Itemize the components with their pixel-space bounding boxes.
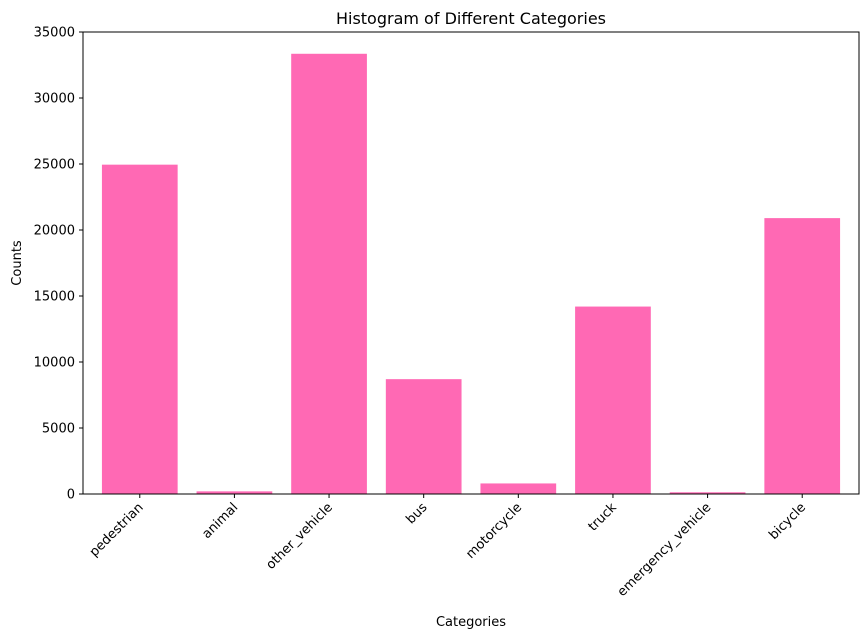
- y-tick-label: 25000: [34, 158, 75, 173]
- x-tick-label: bus: [403, 500, 430, 527]
- bar-bus: [385, 379, 462, 494]
- x-tick-label: truck: [586, 500, 621, 535]
- y-tick-label: 15000: [34, 290, 75, 305]
- bars-group: [101, 53, 841, 494]
- x-tick-label: animal: [199, 500, 241, 542]
- y-axis-title: Counts: [10, 240, 25, 286]
- y-tick-label: 10000: [34, 356, 75, 371]
- x-tick-label: motorcycle: [463, 500, 525, 562]
- x-tick-label: emergency_vehicle: [615, 500, 715, 600]
- bar-other_vehicle: [291, 53, 367, 494]
- bar-pedestrian: [101, 164, 178, 494]
- x-axis-title: Categories: [436, 615, 506, 630]
- x-tick-label: other_vehicle: [263, 500, 335, 572]
- y-tick-label: 5000: [42, 422, 75, 437]
- plot-frame: [82, 31, 860, 495]
- bar-emergency_vehicle: [669, 492, 746, 494]
- bar-animal: [196, 491, 273, 494]
- x-tick-label: pedestrian: [87, 500, 147, 560]
- bar-motorcycle: [480, 483, 557, 494]
- x-tick-label: bicycle: [766, 500, 809, 543]
- y-tick-label: 0: [67, 488, 75, 503]
- y-tick-label: 20000: [34, 224, 75, 239]
- bar-truck: [575, 306, 651, 494]
- y-tick-label: 30000: [34, 92, 75, 107]
- y-axis: 0 5000 10000 15000 20000 25000 30000 35000: [34, 26, 83, 503]
- x-axis: pedestrian animal other_vehicle bus motorcyc…: [87, 494, 809, 600]
- chart-title: Histogram of Different Categories: [336, 9, 606, 28]
- y-tick-label: 35000: [34, 26, 75, 41]
- bar-bicycle: [764, 218, 841, 494]
